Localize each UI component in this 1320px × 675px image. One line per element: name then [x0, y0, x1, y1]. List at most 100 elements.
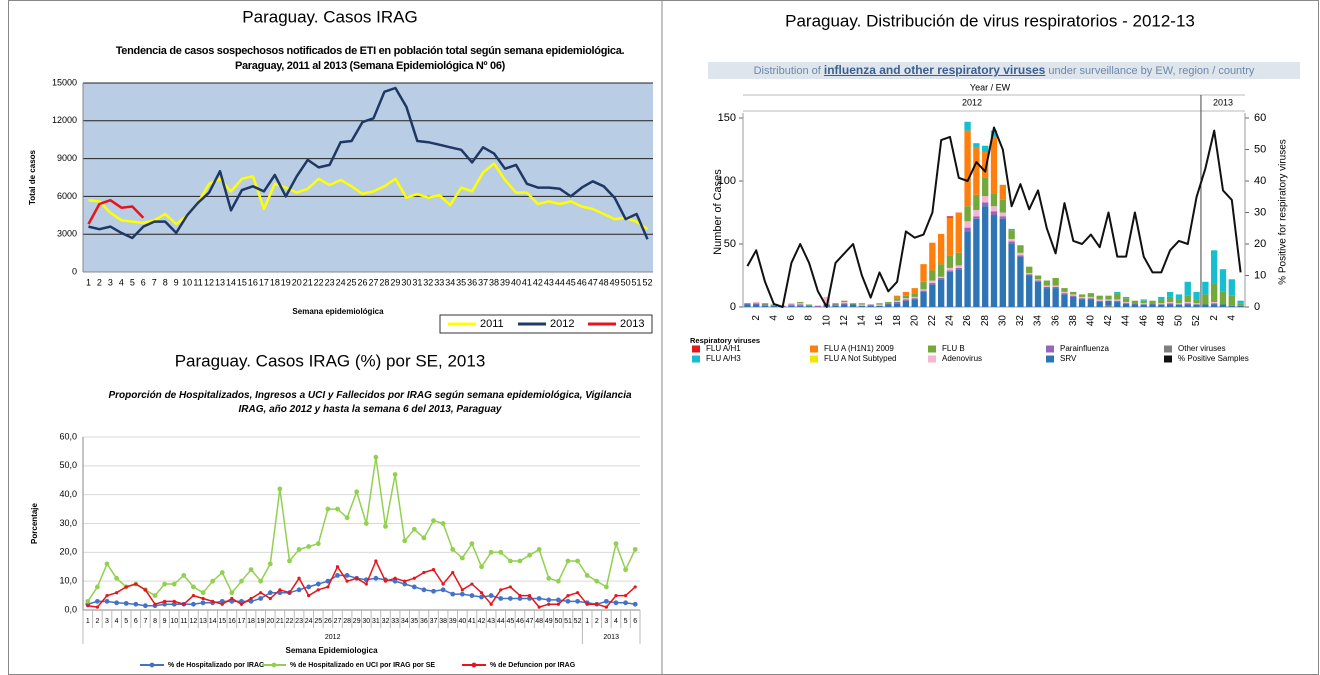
point: [162, 581, 168, 587]
point: [363, 521, 369, 526]
x-tick-label: 18: [247, 618, 255, 625]
y-tick-label: 12000: [52, 115, 77, 125]
point: [296, 587, 302, 593]
x-tick-label: 11: [193, 277, 202, 287]
bar-segment: [1096, 299, 1103, 301]
bar-segment: [964, 130, 971, 207]
x-group-label: 2013: [1213, 97, 1233, 107]
bar-segment: [1140, 300, 1147, 304]
point: [211, 599, 215, 603]
point: [325, 506, 331, 512]
bar-segment: [1052, 285, 1059, 287]
x-tick-label: 51: [564, 618, 572, 625]
bar-segment: [990, 211, 998, 216]
x-tick-label: 45: [566, 277, 576, 287]
point: [325, 578, 331, 584]
bar-segment: [1008, 228, 1015, 231]
x-tick-label: 46: [1138, 315, 1149, 327]
bar-segment: [1078, 298, 1086, 300]
point: [219, 570, 225, 575]
point: [489, 602, 493, 606]
bar-segment: [955, 267, 962, 270]
bar-segment: [1105, 299, 1112, 301]
bar-segment: [876, 304, 883, 306]
x-tick-label: 32: [423, 277, 433, 287]
x-tick-label: 21: [303, 277, 313, 287]
bar-segment: [1052, 288, 1059, 307]
x-tick-label: 16: [874, 315, 885, 327]
point: [575, 591, 580, 595]
bar-segment: [911, 298, 918, 300]
bar-segment: [929, 283, 936, 285]
point: [354, 489, 360, 495]
point: [105, 593, 109, 598]
bar-segment: [761, 305, 769, 307]
point: [412, 576, 416, 580]
bar-segment: [797, 303, 804, 305]
bar-segment: [744, 304, 751, 307]
bar-segment: [955, 212, 962, 253]
bar-segment: [1043, 286, 1051, 289]
bar-segment: [1131, 304, 1139, 307]
legend-swatch: [1164, 345, 1172, 353]
point: [162, 601, 168, 607]
y-tick-label: 3000: [57, 229, 77, 239]
point: [440, 521, 446, 526]
bar-segment: [1131, 303, 1139, 305]
point: [306, 544, 312, 549]
point: [383, 523, 388, 529]
bar-segment: [973, 146, 980, 195]
legend-swatch: [1164, 355, 1172, 363]
bar-segment: [937, 276, 945, 279]
point: [277, 486, 283, 492]
x-tick-label: 40: [1086, 315, 1097, 327]
legend-label: 2013: [620, 318, 644, 330]
x-tick-label: 37: [478, 277, 488, 287]
bar-segment: [1175, 299, 1183, 304]
y-tick-label: 50: [724, 238, 736, 250]
x-tick-label: 48: [599, 277, 609, 287]
bar-segment: [1034, 275, 1042, 280]
bar-segment: [1061, 294, 1068, 307]
bar-segment: [1122, 296, 1130, 299]
plot-area: [83, 83, 653, 272]
bar-segment: [1061, 288, 1068, 292]
series-line: [746, 126, 1242, 308]
legend-marker: [149, 662, 155, 668]
point: [326, 585, 330, 589]
panel-title: Paraguay. Distribución de virus respirat…: [785, 11, 1195, 30]
point: [287, 591, 292, 595]
x-tick-label: 13: [199, 618, 207, 625]
point: [104, 561, 110, 567]
bar-segment: [1219, 304, 1227, 307]
point: [527, 552, 532, 558]
bar-segment: [1193, 291, 1200, 300]
point: [623, 567, 628, 573]
point: [249, 596, 253, 601]
bar-segment: [893, 295, 901, 299]
point: [507, 596, 513, 601]
bar-segment: [1166, 301, 1174, 304]
point: [307, 593, 311, 598]
point: [267, 561, 273, 567]
bar-segment: [946, 271, 954, 307]
point: [210, 578, 216, 584]
point: [152, 593, 158, 598]
x-tick-label: 46: [516, 618, 524, 625]
x-tick-label: 35: [410, 618, 418, 625]
bar-segment: [1017, 252, 1024, 256]
bar-segment: [1202, 294, 1209, 305]
x-tick-label: 27: [334, 618, 342, 625]
legend-marker: [471, 662, 477, 668]
x-tick-label: 21: [276, 618, 284, 625]
point: [248, 598, 254, 604]
bar-segment: [1026, 266, 1033, 273]
y-tick-label: 40,0: [59, 489, 77, 499]
point: [459, 591, 465, 597]
bar-segment: [1052, 278, 1059, 286]
point: [422, 570, 426, 575]
bar-segment: [990, 206, 998, 212]
x-tick-label: 50: [1174, 315, 1185, 327]
x-tick-label: 5: [624, 618, 628, 625]
bar-segment: [1114, 299, 1121, 301]
